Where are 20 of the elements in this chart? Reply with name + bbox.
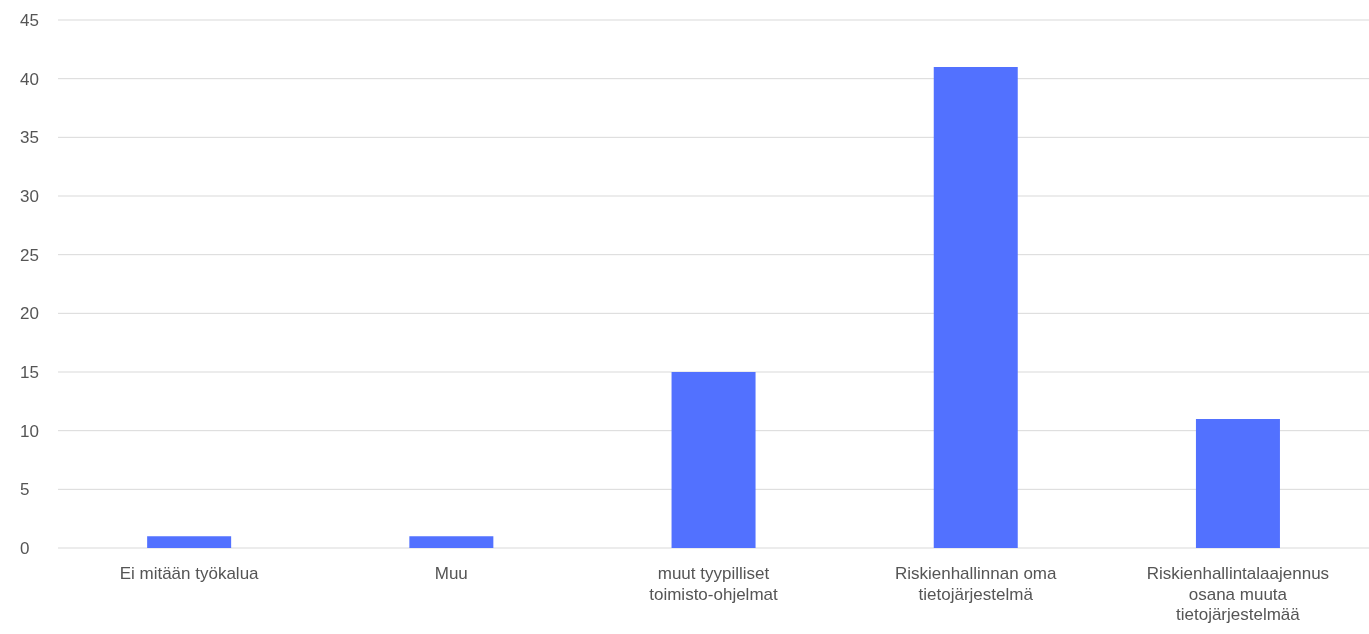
x-tick-label: Riskienhallintalaajennus osana muuta tietojärjestelmää: [1146, 564, 1330, 625]
y-tick-label: 40: [20, 69, 39, 89]
y-tick-label: 20: [20, 304, 39, 324]
bar: [671, 372, 756, 548]
bar: [933, 66, 1018, 548]
y-tick-label: 35: [20, 128, 39, 148]
y-tick-label: 5: [20, 480, 30, 500]
y-tick-label: 15: [20, 363, 39, 383]
x-tick-label: Muu: [434, 564, 468, 584]
x-tick-label: Ei mitään työkalua: [119, 564, 260, 584]
y-tick-label: 25: [20, 245, 39, 265]
x-tick-label: Riskienhallinnan oma tietojärjestelmä: [894, 564, 1058, 604]
bar: [147, 536, 232, 548]
x-tick-label: muut tyypilliset toimisto-ohjelmat: [649, 564, 779, 604]
y-tick-label: 10: [20, 421, 39, 441]
y-tick-label: 30: [20, 187, 39, 207]
y-tick-label: 0: [20, 539, 30, 559]
bar: [409, 536, 494, 548]
bar: [1195, 418, 1280, 548]
y-tick-label: 45: [20, 11, 39, 31]
